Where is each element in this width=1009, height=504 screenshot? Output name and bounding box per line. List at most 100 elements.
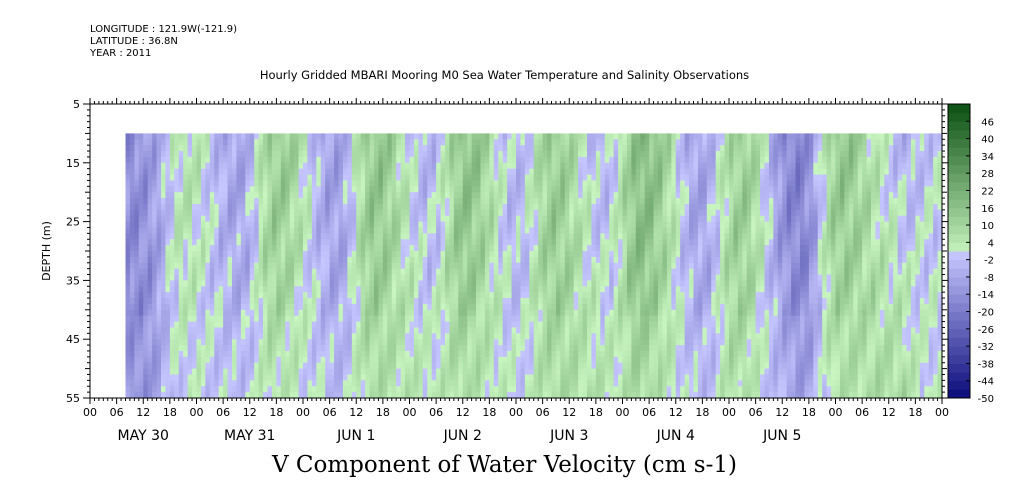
heatmap-cell	[533, 139, 539, 146]
heatmap-cell	[196, 286, 202, 293]
heatmap-cell	[458, 133, 464, 140]
heatmap-cell	[591, 333, 597, 340]
heatmap-cell	[152, 227, 158, 234]
heatmap-cell	[387, 298, 393, 305]
heatmap-cell	[582, 339, 588, 346]
heatmap-cell	[498, 362, 504, 370]
heatmap-cell	[533, 168, 539, 176]
heatmap-cell	[129, 251, 135, 258]
heatmap-cell	[214, 368, 220, 376]
heatmap-cell	[245, 386, 251, 393]
heatmap-cell	[555, 386, 561, 393]
heatmap-cell	[303, 139, 309, 146]
heatmap-cell	[498, 339, 504, 346]
heatmap-cell	[569, 192, 575, 199]
heatmap-cell	[134, 180, 140, 187]
heatmap-cell	[467, 162, 473, 170]
heatmap-cell	[214, 392, 220, 399]
heatmap-cell	[138, 298, 144, 305]
heatmap-cell	[369, 392, 375, 399]
heatmap-cell	[183, 215, 189, 223]
heatmap-cell	[200, 309, 206, 317]
heatmap-cell	[382, 268, 388, 276]
heatmap-cell	[538, 139, 544, 146]
heatmap-cell	[453, 286, 459, 293]
heatmap-cell	[604, 268, 610, 276]
heatmap-cell	[520, 333, 526, 340]
heatmap-cell	[360, 339, 366, 346]
heatmap-cell	[569, 245, 575, 252]
heatmap-cell	[458, 203, 464, 211]
heatmap-cell	[520, 180, 526, 187]
heatmap-cell	[342, 345, 348, 352]
heatmap-cell	[422, 280, 428, 287]
heatmap-cell	[533, 162, 539, 170]
heatmap-cell	[595, 309, 601, 317]
heatmap-cell	[236, 174, 242, 182]
heatmap-cell	[289, 227, 295, 234]
heatmap-cell	[232, 145, 238, 152]
heatmap-cell	[196, 162, 202, 170]
heatmap-cell	[555, 256, 561, 264]
heatmap-cell	[285, 268, 291, 276]
mooring-metadata: LONGITUDE : 121.9W(-121.9) LATITUDE : 36…	[90, 24, 237, 60]
heatmap-cell	[342, 245, 348, 252]
heatmap-cell	[369, 180, 375, 187]
heatmap-cell	[400, 315, 406, 323]
heatmap-cell	[369, 303, 375, 311]
heatmap-cell	[516, 392, 522, 399]
heatmap-cell	[294, 215, 300, 223]
heatmap-cell	[613, 221, 619, 229]
heatmap-cell	[564, 292, 570, 299]
heatmap-cell	[325, 315, 331, 323]
heatmap-cell	[280, 309, 286, 317]
heatmap-cell	[316, 215, 322, 223]
heatmap-cell	[422, 239, 428, 246]
heatmap-cell	[396, 274, 402, 281]
heatmap-cell	[303, 309, 309, 317]
heatmap-cell	[125, 298, 131, 305]
heatmap-cell	[267, 392, 273, 399]
heatmap-cell	[125, 345, 131, 352]
heatmap-cell	[551, 350, 557, 358]
heatmap-cell	[271, 362, 277, 370]
heatmap-cell	[569, 374, 575, 381]
heatmap-cell	[609, 209, 615, 217]
heatmap-cell	[409, 374, 415, 381]
heatmap-cell	[320, 186, 326, 193]
heatmap-cell	[187, 251, 193, 258]
heatmap-cell	[174, 162, 180, 170]
heatmap-cell	[507, 374, 513, 381]
heatmap-cell	[529, 168, 535, 176]
heatmap-cell	[347, 156, 353, 164]
heatmap-cell	[400, 280, 406, 287]
heatmap-cell	[329, 215, 335, 223]
heatmap-cell	[232, 386, 238, 393]
heatmap-cell	[427, 345, 433, 352]
heatmap-cell	[285, 286, 291, 293]
heatmap-cell	[560, 368, 566, 376]
heatmap-cell	[391, 221, 397, 229]
heatmap-cell	[169, 327, 175, 334]
heatmap-cell	[440, 227, 446, 234]
heatmap-cell	[183, 145, 189, 152]
heatmap-cell	[476, 256, 482, 264]
heatmap-cell	[378, 174, 384, 182]
heatmap-cell	[365, 350, 371, 358]
heatmap-cell	[187, 345, 193, 352]
heatmap-cell	[462, 286, 468, 293]
heatmap-cell	[413, 139, 419, 146]
heatmap-cell	[431, 145, 437, 152]
heatmap-cell	[458, 256, 464, 264]
heatmap-cell	[387, 380, 393, 387]
heatmap-cell	[147, 203, 153, 211]
heatmap-cell	[169, 262, 175, 270]
heatmap-cell	[178, 280, 184, 287]
heatmap-cell	[254, 345, 260, 352]
heatmap-cell	[538, 368, 544, 376]
heatmap-cell	[263, 356, 269, 364]
heatmap-cell	[143, 156, 149, 164]
heatmap-cell	[480, 368, 486, 376]
heatmap-cell	[560, 162, 566, 170]
heatmap-cell	[369, 315, 375, 323]
